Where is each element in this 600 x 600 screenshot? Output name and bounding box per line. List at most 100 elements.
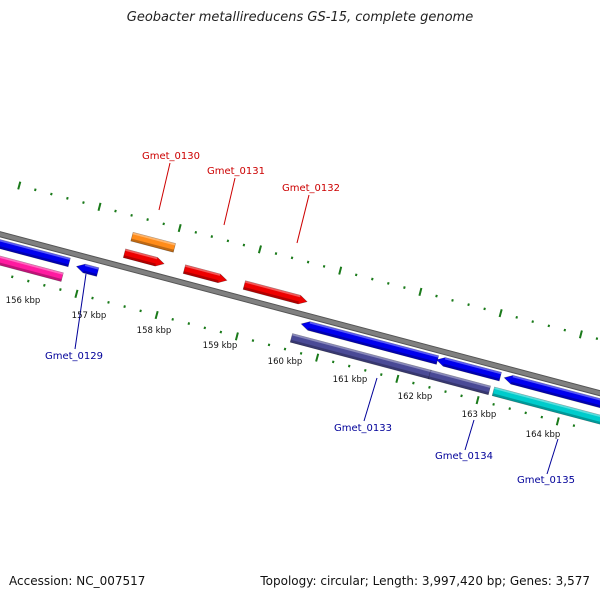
minor-tick [10, 275, 14, 279]
gene-gmet-0133-leader [363, 377, 378, 422]
gene-blue-far-right [503, 375, 600, 409]
scale-label: 160 kbp [268, 357, 303, 367]
minor-tick [531, 320, 534, 324]
scale-label: 162 kbp [398, 392, 433, 402]
minor-tick [107, 300, 110, 304]
major-tick [234, 332, 239, 341]
minor-tick [563, 328, 567, 332]
minor-tick [242, 243, 246, 247]
gene-pink-left [0, 255, 64, 282]
minor-tick [226, 239, 230, 243]
inner-tick-ring [10, 275, 576, 428]
minor-tick [467, 303, 470, 307]
scale-label: 159 kbp [203, 341, 238, 351]
minor-tick [347, 364, 351, 368]
minor-tick [50, 192, 53, 196]
minor-tick [123, 305, 126, 308]
minor-tick [34, 188, 37, 192]
minor-tick [460, 394, 463, 398]
minor-tick [515, 315, 518, 319]
minor-tick [162, 222, 165, 226]
minor-tick [371, 277, 374, 281]
major-tick [395, 374, 400, 383]
minor-tick [572, 424, 576, 428]
minor-tick [299, 351, 303, 355]
gene-gmet-0134-leader [464, 419, 475, 451]
minor-tick [187, 322, 191, 325]
gene-gmet-0134-block [428, 369, 491, 396]
minor-tick [283, 347, 287, 351]
accession-text: Accession: NC_007517 [9, 574, 146, 588]
major-tick [555, 417, 560, 426]
minor-tick [547, 324, 551, 328]
minor-tick [524, 411, 527, 415]
backbone-line [0, 232, 600, 396]
minor-tick [82, 201, 85, 204]
scale-label: 161 kbp [333, 375, 368, 385]
minor-tick [364, 368, 367, 372]
major-tick [315, 353, 320, 362]
outer-tick-ring [17, 181, 599, 341]
minor-tick [508, 407, 511, 411]
minor-tick [403, 286, 406, 290]
map-title: Geobacter metallireducens GS-15, complet… [126, 10, 474, 25]
gene-blue-right [436, 357, 502, 382]
minor-tick [66, 196, 69, 200]
minor-tick [540, 415, 544, 419]
minor-tick [322, 264, 326, 268]
gene-gmet-0135-leader [546, 438, 559, 475]
minor-tick [290, 256, 294, 260]
major-tick [498, 309, 503, 318]
major-tick [418, 287, 423, 296]
gene-blue-mid [300, 321, 440, 365]
minor-tick [331, 360, 335, 364]
gene-gmet-0131-label: Gmet_0131 [207, 166, 265, 177]
gene-gmet-0134-label: Gmet_0134 [435, 451, 493, 462]
major-tick [17, 181, 22, 190]
gene-gmet-0132-leader [296, 194, 310, 244]
minor-tick [59, 288, 62, 291]
gene-gmet-0129-block [75, 263, 100, 277]
genome-summary-text: Topology: circular; Length: 3,997,420 bp… [260, 574, 590, 588]
scale-label: 156 kbp [6, 296, 41, 306]
gene-gmet-0135-block [491, 386, 600, 425]
minor-tick [428, 385, 431, 389]
minor-tick [380, 373, 383, 377]
major-tick [578, 330, 583, 339]
scale-label: 158 kbp [137, 326, 172, 336]
minor-tick [492, 402, 495, 406]
minor-tick [210, 235, 214, 238]
minor-tick [219, 330, 223, 334]
major-tick [177, 223, 182, 233]
major-tick [338, 266, 343, 275]
minor-tick [595, 337, 599, 341]
minor-tick [130, 213, 133, 217]
scale-label: 164 kbp [526, 430, 561, 440]
minor-tick [203, 326, 207, 330]
minor-tick [354, 273, 358, 277]
gene-gmet-0133-label: Gmet_0133 [334, 423, 392, 434]
scale-label: 163 kbp [462, 410, 497, 420]
gene-gmet-0133-block [289, 333, 433, 380]
minor-tick [171, 317, 174, 321]
minor-tick [146, 218, 149, 221]
major-tick [154, 310, 159, 320]
gene-gmet-0129-label: Gmet_0129 [45, 351, 103, 362]
scale-label: 157 kbp [72, 311, 107, 321]
minor-tick [274, 252, 278, 255]
gene-gmet-0130-block [130, 231, 176, 253]
minor-tick [194, 230, 198, 234]
gene-gmet-0129-leader [74, 273, 87, 350]
gene-callouts: Gmet_0130 Gmet_0131 Gmet_0132 Gmet_0129 Gmet… [45, 151, 575, 486]
gene-features [0, 231, 600, 425]
minor-tick [43, 283, 46, 287]
gene-gmet-0132-block [242, 280, 308, 305]
minor-tick [139, 309, 142, 313]
gene-gmet-0132-label: Gmet_0132 [282, 183, 340, 194]
gene-gmet-0130-leader [158, 162, 171, 211]
gene-red-block-b [182, 264, 228, 284]
minor-tick [387, 281, 390, 285]
major-tick [97, 202, 102, 211]
minor-tick [444, 390, 447, 394]
scale-labels: 156 kbp 157 kbp 158 kbp 159 kbp 160 kbp 161 k… [6, 296, 561, 440]
